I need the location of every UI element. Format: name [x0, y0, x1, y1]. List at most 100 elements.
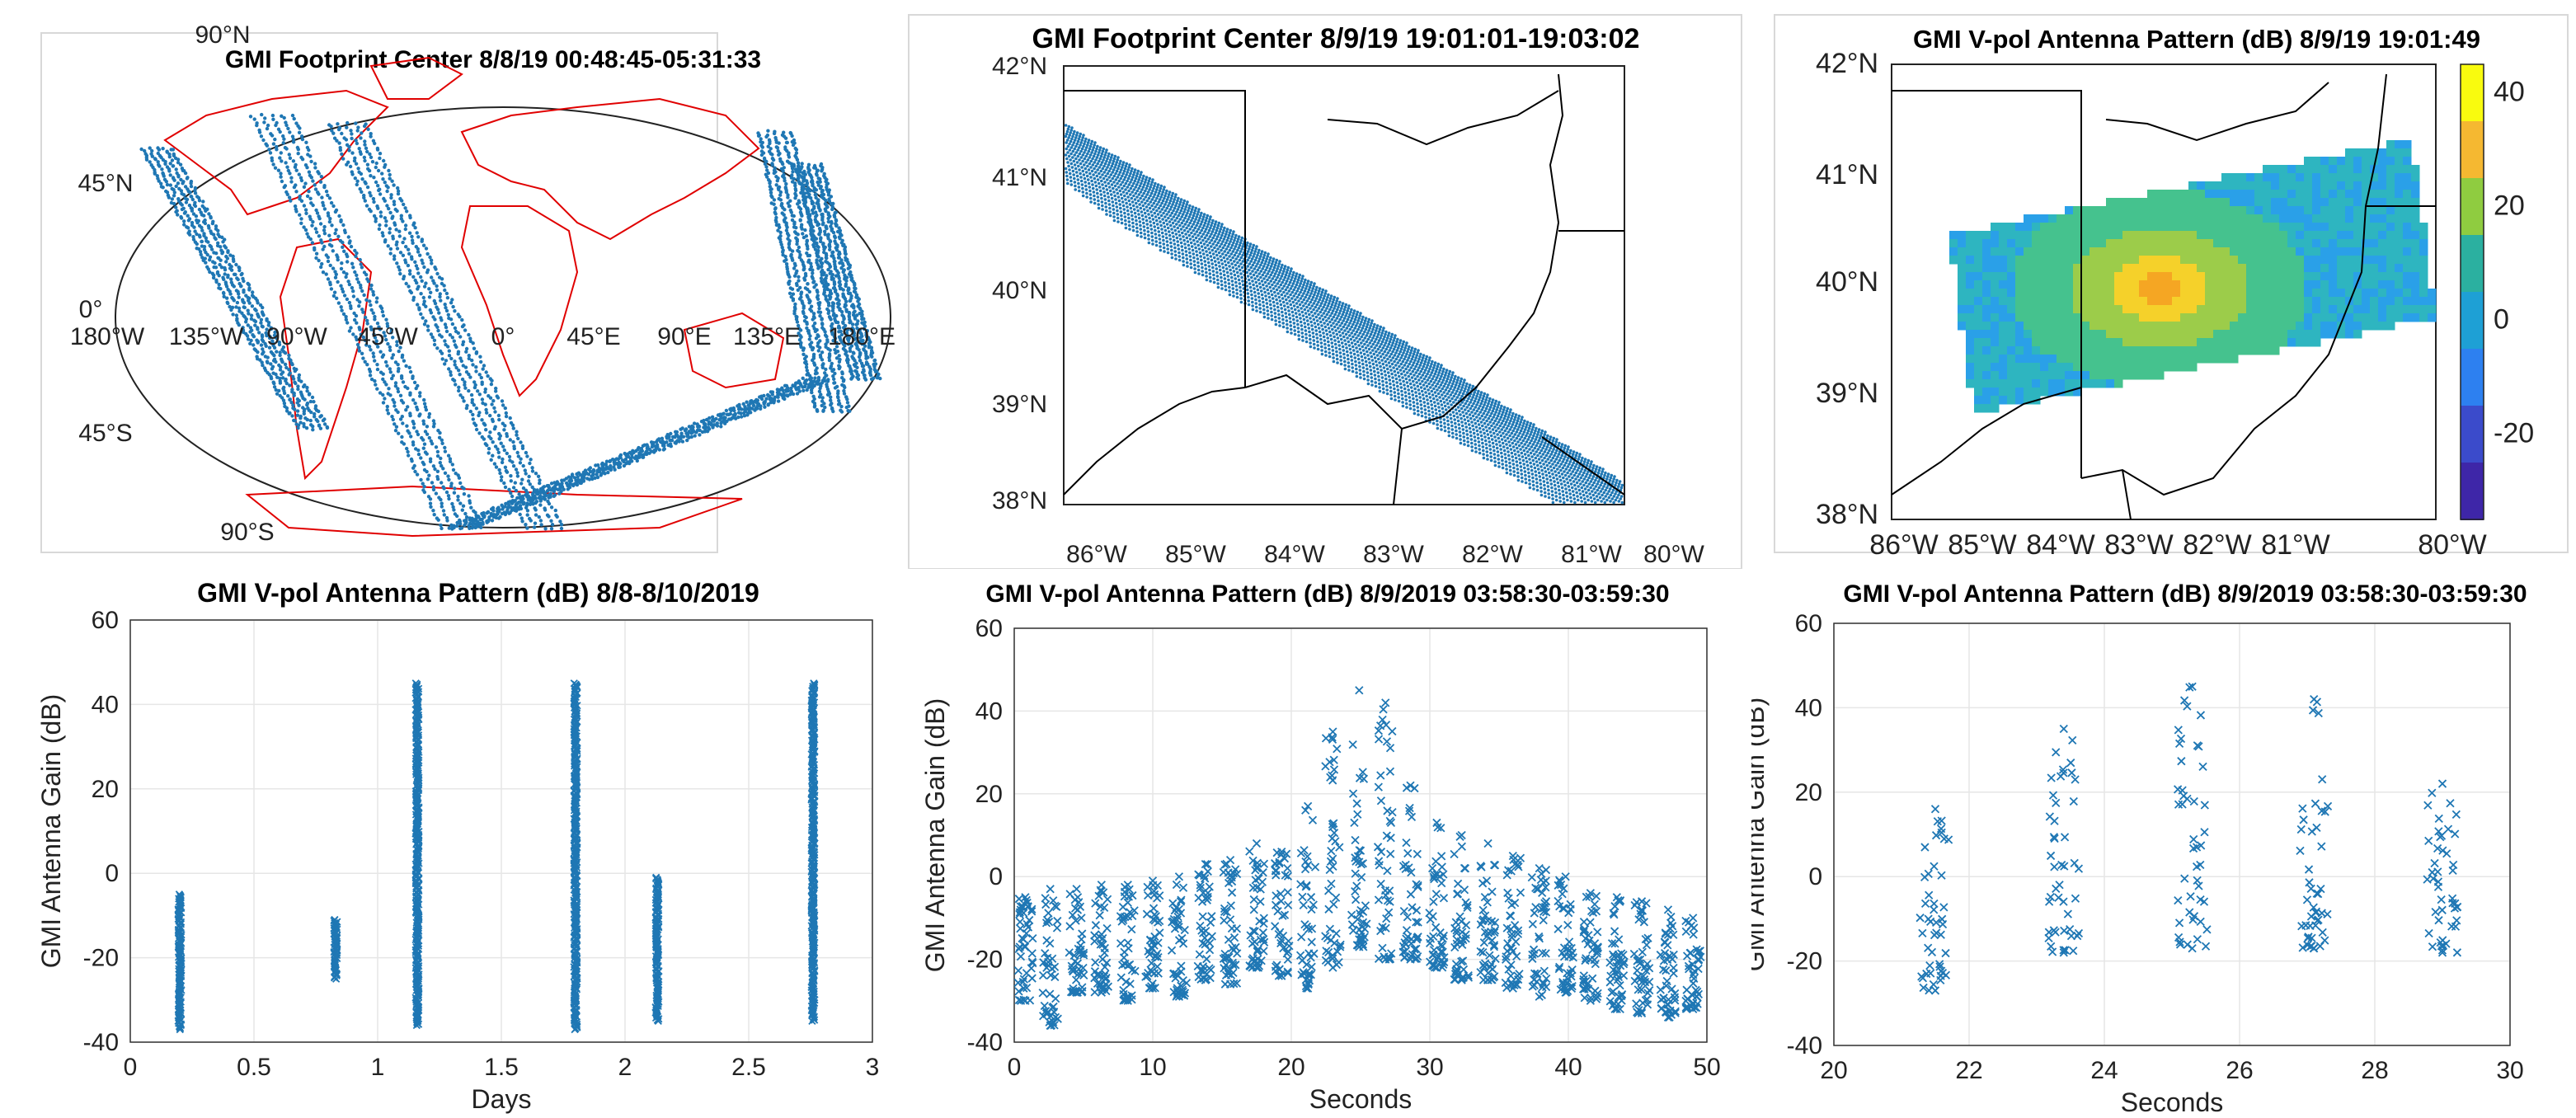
footprint-point [811, 208, 815, 213]
footprint-point [1130, 210, 1133, 214]
footprint-point [1124, 226, 1128, 230]
footprint-point [792, 176, 796, 181]
footprint-point [1312, 339, 1316, 342]
footprint-point [282, 402, 287, 406]
footprint-point [376, 345, 380, 349]
footprint-point [1220, 258, 1224, 262]
footprint-point [321, 200, 325, 204]
footprint-point [162, 174, 166, 178]
footprint-point [452, 339, 456, 343]
footprint-point [770, 195, 774, 200]
footprint-point [1091, 186, 1095, 190]
footprint-point [1269, 280, 1272, 283]
footprint-point [296, 423, 301, 427]
footprint-point [280, 396, 284, 400]
footprint-point [1466, 444, 1470, 448]
footprint-point [176, 161, 181, 165]
footprint-point [443, 303, 447, 307]
footprint-point [1205, 250, 1208, 253]
footprint-point [1240, 265, 1244, 270]
footprint-point [811, 276, 815, 280]
footprint-point [572, 476, 577, 480]
footprint-point [1152, 195, 1155, 199]
footprint-point [1381, 379, 1384, 383]
footprint-point [1216, 285, 1220, 289]
footprint-point [469, 392, 474, 397]
footprint-point [345, 125, 349, 129]
footprint-point [237, 295, 241, 299]
footprint-point [1312, 342, 1316, 346]
footprint-point [1236, 261, 1239, 265]
footprint-point [1474, 446, 1478, 450]
footprint-point [164, 180, 168, 184]
footprint-point [843, 385, 847, 390]
footprint-point [467, 332, 471, 337]
footprint-point [1305, 319, 1309, 322]
footprint-point [481, 367, 485, 371]
footprint-point [328, 217, 332, 221]
footprint-point [443, 322, 448, 326]
footprint-point [509, 474, 513, 478]
footprint-point [538, 481, 542, 486]
footprint-point [400, 355, 404, 359]
footprint-point [1072, 141, 1076, 144]
footprint-point [463, 383, 467, 387]
footprint-point [604, 463, 608, 467]
footprint-point [552, 481, 557, 485]
footprint-point [1157, 200, 1160, 204]
footprint-point [1107, 186, 1112, 189]
footprint-point [1212, 273, 1215, 277]
footprint-point [313, 166, 317, 170]
footprint-point [222, 294, 226, 298]
footprint-point [1419, 399, 1422, 403]
footprint-point [832, 377, 836, 381]
footprint-point [830, 308, 835, 312]
footprint-point [707, 416, 712, 420]
footprint-point [1291, 314, 1295, 317]
footprint-point [1308, 330, 1311, 334]
footprint-point [1253, 290, 1257, 294]
footprint-point [842, 392, 847, 396]
footprint-point [325, 425, 330, 430]
footprint-point [1169, 205, 1173, 209]
footprint-point [1134, 186, 1137, 189]
footprint-point [609, 467, 613, 471]
footprint-point [369, 327, 374, 331]
footprint-point [374, 300, 378, 304]
footprint-point [1273, 290, 1276, 294]
footprint-point [1146, 226, 1149, 230]
footprint-point [792, 274, 797, 278]
footprint-point [299, 221, 303, 225]
footprint-point [814, 237, 819, 241]
footprint-point [1182, 263, 1186, 267]
footprint-point [547, 514, 551, 519]
footprint-point [339, 305, 343, 309]
footprint-point [331, 249, 335, 253]
footprint-point [435, 477, 440, 481]
footprint-point [188, 190, 192, 195]
footprint-point [369, 174, 373, 178]
footprint-point [1135, 201, 1138, 205]
footprint-point [1274, 319, 1277, 322]
footprint-point [264, 344, 268, 348]
footprint-point [795, 283, 799, 288]
footprint-point [317, 424, 322, 428]
footprint-point [231, 254, 235, 259]
footprint-point [1356, 350, 1359, 354]
footprint-point [208, 270, 212, 275]
footprint-point [362, 155, 367, 160]
footprint-point [801, 301, 805, 305]
footprint-point [552, 489, 557, 494]
footprint-point [1347, 357, 1350, 361]
footprint-point [1223, 250, 1226, 253]
footprint-point [1100, 161, 1104, 164]
footprint-point [833, 371, 837, 376]
footprint-point [278, 353, 282, 358]
footprint-point [855, 326, 859, 331]
footprint-point [1219, 272, 1223, 275]
footprint-point [778, 225, 782, 229]
footprint-point [671, 435, 675, 439]
footprint-point [1127, 183, 1131, 186]
footprint-point [1300, 307, 1303, 310]
footprint-point [435, 288, 440, 292]
